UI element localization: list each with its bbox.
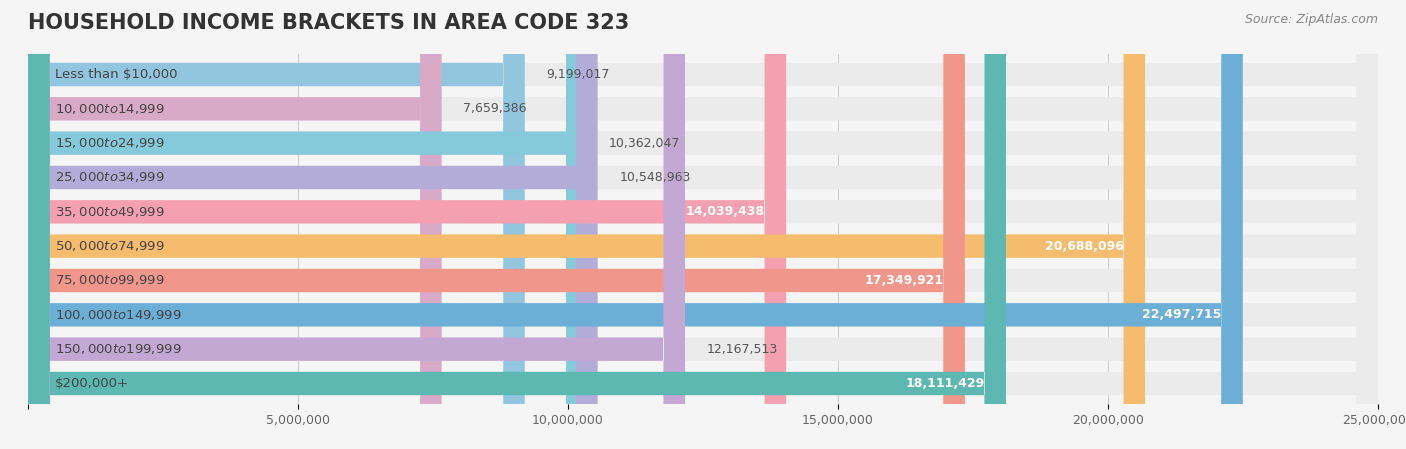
FancyBboxPatch shape	[28, 0, 786, 449]
Text: $50,000 to $74,999: $50,000 to $74,999	[55, 239, 165, 253]
Text: 22,497,715: 22,497,715	[1142, 308, 1222, 321]
FancyBboxPatch shape	[28, 0, 1378, 449]
FancyBboxPatch shape	[28, 0, 1378, 449]
FancyBboxPatch shape	[28, 0, 1378, 449]
Text: $25,000 to $34,999: $25,000 to $34,999	[55, 171, 165, 185]
Text: 14,039,438: 14,039,438	[686, 205, 765, 218]
FancyBboxPatch shape	[28, 0, 1378, 449]
Text: $200,000+: $200,000+	[55, 377, 129, 390]
FancyBboxPatch shape	[28, 0, 1005, 449]
FancyBboxPatch shape	[28, 0, 965, 449]
Text: $75,000 to $99,999: $75,000 to $99,999	[55, 273, 165, 287]
FancyBboxPatch shape	[28, 0, 1378, 449]
Text: 17,349,921: 17,349,921	[865, 274, 943, 287]
FancyBboxPatch shape	[28, 0, 1378, 449]
Text: 10,362,047: 10,362,047	[609, 136, 681, 150]
Text: 18,111,429: 18,111,429	[905, 377, 984, 390]
Text: $10,000 to $14,999: $10,000 to $14,999	[55, 102, 165, 116]
FancyBboxPatch shape	[28, 0, 1378, 449]
FancyBboxPatch shape	[28, 0, 1378, 449]
Text: 7,659,386: 7,659,386	[463, 102, 527, 115]
Text: HOUSEHOLD INCOME BRACKETS IN AREA CODE 323: HOUSEHOLD INCOME BRACKETS IN AREA CODE 3…	[28, 13, 630, 34]
Text: $35,000 to $49,999: $35,000 to $49,999	[55, 205, 165, 219]
Text: $150,000 to $199,999: $150,000 to $199,999	[55, 342, 181, 356]
FancyBboxPatch shape	[28, 0, 685, 449]
FancyBboxPatch shape	[28, 0, 524, 449]
FancyBboxPatch shape	[28, 0, 441, 449]
Text: 20,688,096: 20,688,096	[1045, 240, 1123, 253]
FancyBboxPatch shape	[28, 0, 598, 449]
Text: 12,167,513: 12,167,513	[707, 343, 778, 356]
Text: 10,548,963: 10,548,963	[619, 171, 690, 184]
Text: Less than $10,000: Less than $10,000	[55, 68, 177, 81]
FancyBboxPatch shape	[28, 0, 1378, 449]
FancyBboxPatch shape	[28, 0, 1243, 449]
Text: 9,199,017: 9,199,017	[547, 68, 610, 81]
Text: $100,000 to $149,999: $100,000 to $149,999	[55, 308, 181, 322]
FancyBboxPatch shape	[28, 0, 1144, 449]
Text: $15,000 to $24,999: $15,000 to $24,999	[55, 136, 165, 150]
FancyBboxPatch shape	[28, 0, 588, 449]
FancyBboxPatch shape	[28, 0, 1378, 449]
Text: Source: ZipAtlas.com: Source: ZipAtlas.com	[1244, 13, 1378, 26]
